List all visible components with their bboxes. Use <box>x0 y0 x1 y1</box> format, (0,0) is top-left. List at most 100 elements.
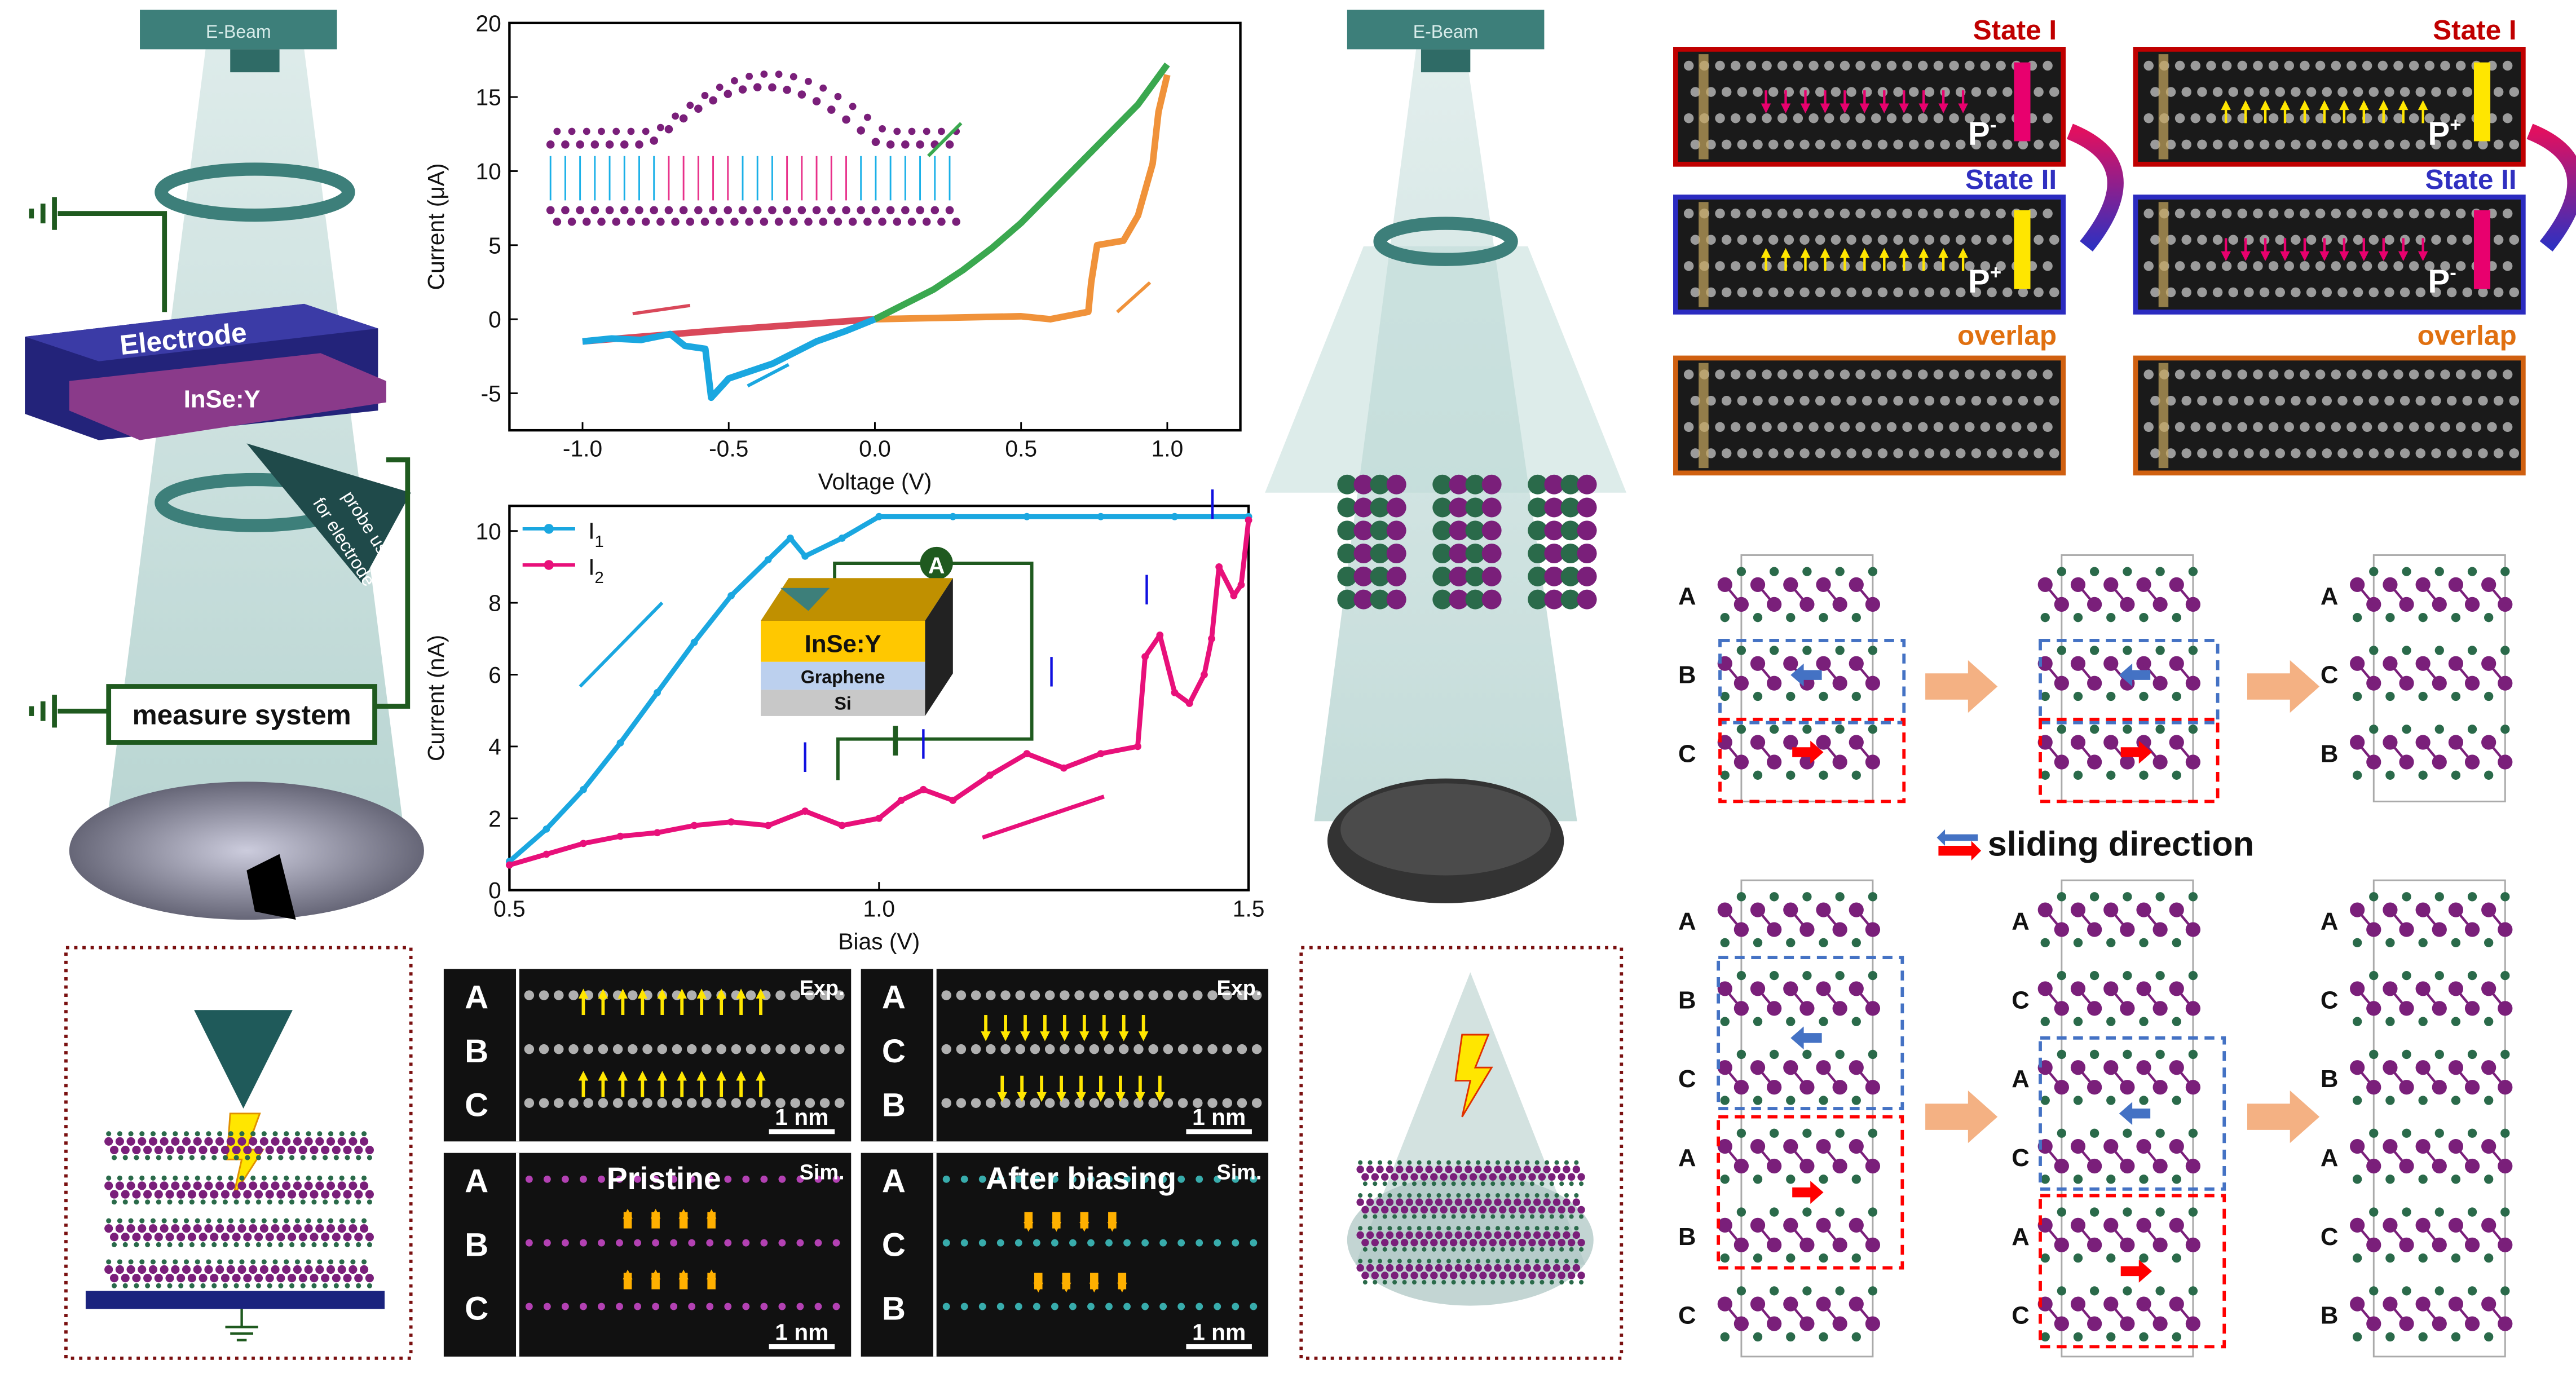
atom-spot <box>790 1044 800 1054</box>
ammeter-label: A <box>928 553 945 579</box>
atom-spot <box>2043 60 2053 71</box>
bond <box>1855 663 1874 685</box>
in-atom <box>226 1265 235 1274</box>
probe <box>246 443 411 584</box>
se-atom <box>2057 892 2067 902</box>
in-atom <box>1469 1173 1477 1181</box>
in-atom <box>359 1224 369 1233</box>
arrowhead <box>2300 100 2310 111</box>
se-atom <box>1436 1160 1441 1165</box>
direction-arrow <box>1116 281 1152 314</box>
se-atom <box>2089 1207 2099 1217</box>
atom <box>849 103 857 111</box>
atom-spot <box>2268 60 2279 71</box>
atom-spot <box>2431 139 2441 150</box>
se-atom <box>1451 1214 1456 1219</box>
atom-spot <box>634 1303 641 1310</box>
in-atom <box>1558 1173 1565 1181</box>
atom-spot <box>1799 139 1810 150</box>
atom-spot <box>2291 87 2301 97</box>
arrowhead <box>1138 1031 1149 1041</box>
in-atom <box>160 1181 169 1190</box>
se-atom <box>2057 1207 2067 1217</box>
se-atom <box>228 1259 233 1265</box>
in-atom <box>126 1224 135 1233</box>
atom-spot <box>1683 208 1694 219</box>
in-atom <box>1430 1272 1438 1279</box>
ebeam-label: E-Beam <box>1413 21 1479 42</box>
atom-spot <box>1104 1098 1114 1108</box>
se-atom <box>2385 613 2395 623</box>
se-atom <box>2402 1128 2411 1138</box>
atom-spot <box>1830 395 1841 406</box>
overlap-label: overlap <box>2418 320 2517 351</box>
se-atom <box>294 1259 300 1265</box>
se-atom <box>2188 1128 2198 1138</box>
direction-arrow <box>927 122 963 157</box>
bond <box>2077 584 2096 606</box>
in-atom <box>154 1190 163 1199</box>
atom-spot <box>1893 235 1903 245</box>
in-atom <box>1514 1264 1521 1272</box>
atom-spot <box>1855 60 1865 71</box>
se-atom <box>272 1218 278 1224</box>
se-atom <box>1802 1128 1812 1138</box>
atom <box>908 127 916 135</box>
se-atom <box>222 1155 228 1160</box>
in-atom <box>1503 1198 1512 1206</box>
in-atom <box>1405 1231 1413 1239</box>
atom-spot <box>1809 422 1819 432</box>
atom-spot <box>2174 60 2185 71</box>
atom-spot <box>1237 1098 1247 1108</box>
in-atom <box>254 1233 263 1242</box>
se-atom <box>2123 725 2132 734</box>
atom-spot <box>1214 1175 1221 1183</box>
atom-spot <box>1784 235 1794 245</box>
se-atom <box>1802 892 1812 902</box>
se-atom <box>1802 970 1812 981</box>
in-atom <box>1376 1264 1384 1272</box>
atom-spot <box>2337 395 2348 406</box>
atom-spot <box>2502 369 2513 379</box>
atom-spot <box>2337 448 2348 458</box>
bond <box>2142 1145 2162 1167</box>
in-atom <box>199 1274 208 1283</box>
in-atom <box>265 1233 274 1242</box>
atom <box>583 127 590 135</box>
atom-spot <box>1918 422 1928 432</box>
se-atom <box>1819 1096 1828 1105</box>
atom-spot <box>1886 113 1897 123</box>
se-atom <box>1382 1247 1387 1252</box>
atom-spot <box>956 990 967 1000</box>
in-atom <box>1435 1264 1443 1272</box>
in-atom <box>104 1224 113 1233</box>
se-atom <box>161 1218 167 1224</box>
bond <box>2176 1145 2194 1167</box>
in-atom <box>1523 1165 1531 1173</box>
in-atom <box>282 1181 291 1190</box>
device-layer <box>761 690 925 716</box>
arrowhead <box>617 1071 628 1081</box>
device-layer <box>761 620 925 662</box>
atom-spot <box>1214 1303 1221 1310</box>
se-atom <box>1540 1181 1545 1186</box>
se-atom <box>1545 1160 1550 1165</box>
se-atom <box>183 1218 189 1224</box>
in-atom <box>326 1137 336 1146</box>
se-atom <box>2172 1017 2181 1026</box>
se-atom <box>361 1259 367 1265</box>
atom <box>1465 497 1485 518</box>
arrowhead <box>1761 103 1771 113</box>
atom-spot <box>2384 448 2394 458</box>
se-atom <box>1569 1280 1574 1285</box>
se-atom <box>2402 1286 2411 1296</box>
bond <box>2455 741 2473 763</box>
se-atom <box>1736 1286 1746 1296</box>
se-atom <box>2484 613 2494 623</box>
in-atom <box>326 1181 336 1190</box>
atom-spot <box>2268 422 2279 432</box>
se-atom <box>2188 892 2198 902</box>
atom <box>1370 474 1390 495</box>
se-atom <box>2057 725 2067 734</box>
atom-spot <box>1971 87 1982 97</box>
